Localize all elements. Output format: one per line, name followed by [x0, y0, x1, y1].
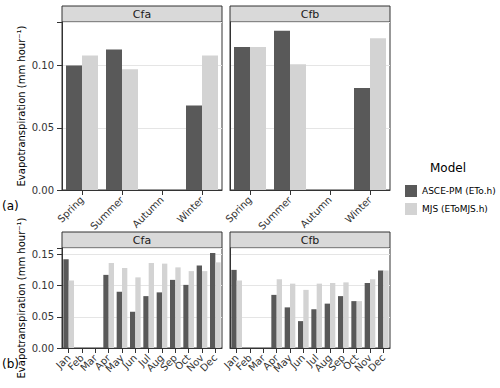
svg-text:Aug: Aug: [144, 352, 166, 374]
svg-text:Sep: Sep: [158, 352, 180, 374]
svg-text:May: May: [103, 352, 126, 375]
svg-text:0.10: 0.10: [32, 60, 54, 71]
svg-text:ASCE-PM (ETo.h): ASCE-PM (ETo.h): [422, 186, 496, 196]
svg-text:Oct: Oct: [340, 352, 361, 373]
svg-text:0.05: 0.05: [32, 311, 54, 322]
svg-text:Apr: Apr: [260, 352, 281, 373]
svg-text:Aug: Aug: [312, 352, 334, 374]
svg-text:MJS (EToMJS.h): MJS (EToMJS.h): [422, 204, 488, 214]
svg-text:Dec: Dec: [366, 352, 387, 373]
svg-text:Summer: Summer: [256, 193, 294, 231]
svg-text:Feb: Feb: [65, 352, 86, 373]
svg-text:Spring: Spring: [55, 194, 86, 225]
svg-text:Mar: Mar: [78, 352, 100, 374]
svg-text:Cfa: Cfa: [133, 234, 151, 247]
svg-text:May: May: [271, 352, 294, 375]
svg-text:Apr: Apr: [92, 352, 113, 373]
svg-text:Winter: Winter: [175, 193, 207, 225]
svg-text:0.00: 0.00: [32, 343, 54, 354]
svg-text:Winter: Winter: [343, 193, 375, 225]
svg-text:Model: Model: [430, 161, 466, 175]
svg-text:0.15: 0.15: [32, 249, 54, 260]
svg-text:Jan: Jan: [53, 352, 73, 371]
svg-text:Jun: Jun: [288, 352, 308, 371]
svg-text:(a): (a): [2, 199, 19, 213]
svg-text:0.10: 0.10: [32, 280, 54, 291]
svg-text:Jul: Jul: [136, 352, 153, 369]
svg-text:Dec: Dec: [198, 352, 219, 373]
svg-text:Feb: Feb: [233, 352, 254, 373]
svg-text:Summer: Summer: [88, 193, 126, 231]
svg-text:Evapotranspiration (mm hour⁻¹): Evapotranspiration (mm hour⁻¹): [16, 217, 27, 378]
svg-text:0.05: 0.05: [32, 122, 54, 133]
svg-text:Spring: Spring: [223, 194, 254, 225]
svg-text:Oct: Oct: [172, 352, 193, 373]
svg-text:(b): (b): [2, 357, 19, 371]
svg-text:0.00: 0.00: [32, 185, 54, 196]
svg-text:Mar: Mar: [246, 352, 268, 374]
svg-text:Cfb: Cfb: [301, 8, 320, 21]
svg-text:Nov: Nov: [184, 352, 206, 374]
svg-text:Sep: Sep: [326, 352, 348, 374]
svg-text:Autumn: Autumn: [130, 194, 166, 230]
svg-text:Cfa: Cfa: [133, 8, 151, 21]
svg-text:Jul: Jul: [304, 352, 321, 369]
svg-text:Nov: Nov: [352, 352, 374, 374]
svg-text:Evapotranspiration (mm hour⁻¹): Evapotranspiration (mm hour⁻¹): [16, 25, 27, 186]
svg-text:Cfb: Cfb: [301, 234, 320, 247]
svg-text:Autumn: Autumn: [298, 194, 334, 230]
svg-text:Jun: Jun: [120, 352, 140, 371]
svg-text:Jan: Jan: [221, 352, 241, 371]
